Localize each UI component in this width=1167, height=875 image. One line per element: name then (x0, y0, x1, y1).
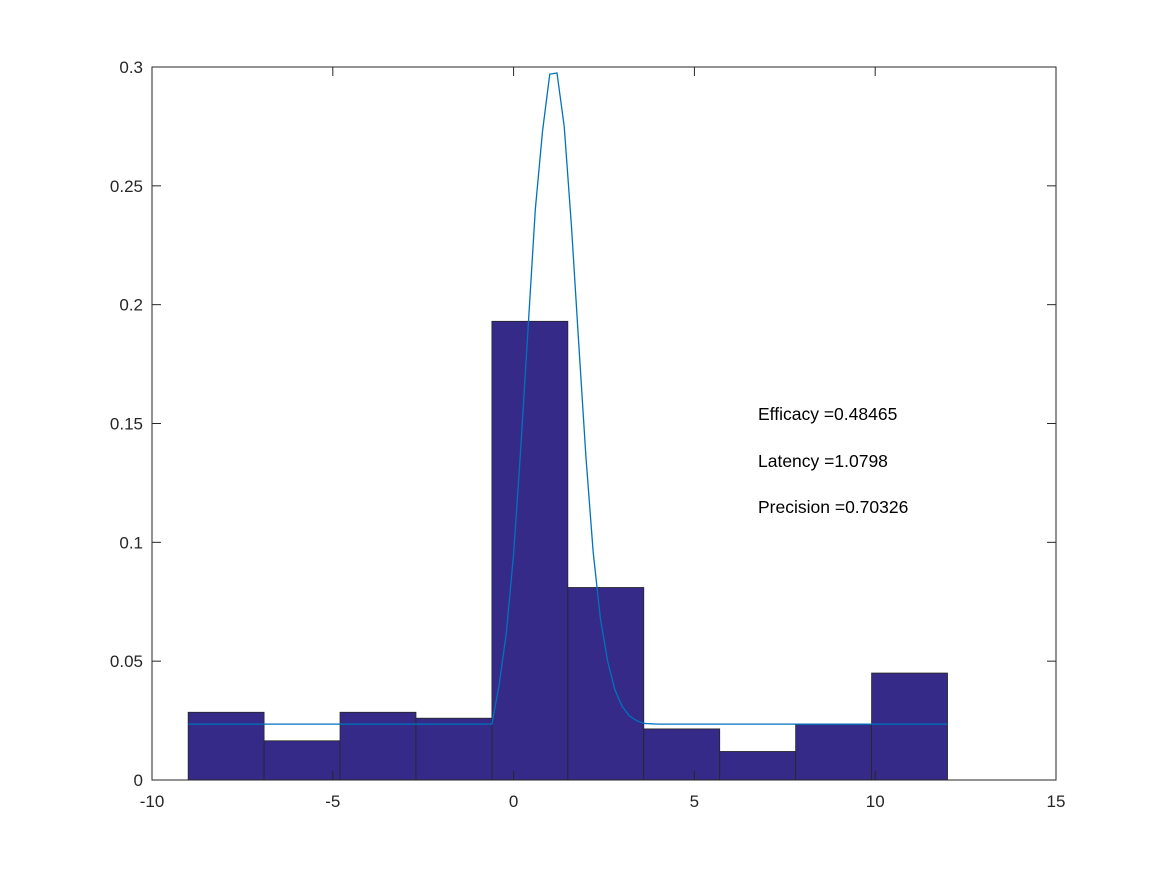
histogram-bar (719, 751, 797, 781)
x-tick-label: 0 (509, 792, 518, 811)
histogram-bar (643, 728, 721, 781)
y-tick-label: 0 (134, 771, 143, 790)
y-tick-label: 0.05 (110, 652, 143, 671)
histogram-bar (795, 723, 872, 781)
histogram-bar (187, 711, 265, 781)
y-tick-label: 0.1 (119, 533, 143, 552)
x-tick-label: -5 (325, 792, 340, 811)
curve-layer (188, 72, 948, 725)
x-tick-label: 15 (1047, 792, 1066, 811)
histogram-bar (339, 711, 417, 781)
histogram-bar (567, 587, 645, 781)
annotation-block: Efficacy =0.48465 Latency =1.0798 Precis… (758, 404, 908, 517)
x-tick-label: -10 (140, 792, 165, 811)
y-tick-label: 0.15 (110, 415, 143, 434)
histogram-bar (415, 717, 493, 781)
y-tick-label: 0.2 (119, 296, 143, 315)
y-axis-ticks: 0 0.05 0.1 0.15 0.2 0.25 0.3 (110, 58, 1056, 790)
annotation-precision: Precision =0.70326 (758, 497, 908, 517)
y-tick-label: 0.25 (110, 177, 143, 196)
x-axis-ticks: -10 -5 0 5 10 15 (140, 67, 1066, 811)
y-tick-label: 0.3 (119, 58, 143, 77)
histogram-bar (871, 672, 948, 781)
annotation-latency: Latency =1.0798 (758, 451, 888, 471)
histogram-bar (263, 740, 341, 781)
bars-layer (187, 320, 948, 781)
x-tick-label: 10 (866, 792, 885, 811)
histogram-bar (491, 320, 569, 781)
annotation-efficacy: Efficacy =0.48465 (758, 404, 897, 424)
fit-curve (188, 72, 948, 725)
x-tick-label: 5 (690, 792, 699, 811)
